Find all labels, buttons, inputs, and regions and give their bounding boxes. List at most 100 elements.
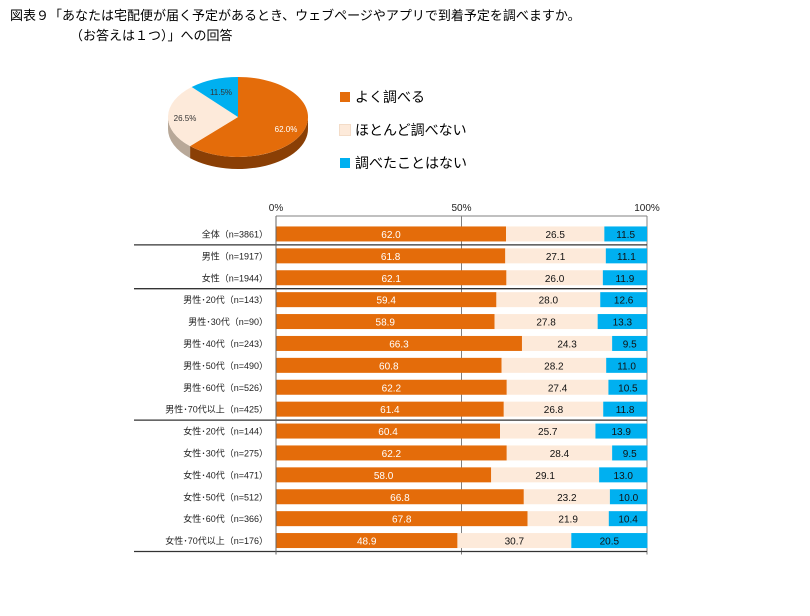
data-label: 11.9 xyxy=(616,274,635,285)
data-label: 25.7 xyxy=(538,427,558,438)
bar-segment xyxy=(597,314,647,330)
bar-segment xyxy=(491,467,600,483)
legend-label-rarely: ほとんど調べない xyxy=(355,121,467,138)
bar-segment xyxy=(494,314,598,330)
data-label: 23.2 xyxy=(557,493,577,504)
x-tick-label: 50% xyxy=(451,203,471,214)
category-label: 男性･30代（n=90） xyxy=(188,316,268,327)
pie-slice-side xyxy=(168,117,191,159)
pie-data-label: 11.5% xyxy=(210,88,232,97)
bar-segment xyxy=(506,445,613,461)
category-label: 女性･70代以上（n=176） xyxy=(165,535,268,546)
bar-segment xyxy=(521,335,613,351)
x-tick-label: 100% xyxy=(634,203,660,214)
bar-segment xyxy=(599,467,648,483)
data-label: 28.2 xyxy=(544,361,564,372)
bar-segment xyxy=(612,445,648,461)
bar-segment xyxy=(276,401,504,417)
category-label: 男性･40代（n=243） xyxy=(183,338,268,349)
bar-segment xyxy=(276,379,507,395)
data-label: 66.3 xyxy=(389,339,409,350)
category-label: 女性･30代（n=275） xyxy=(183,447,268,458)
data-label: 11.5 xyxy=(616,230,635,241)
bar-segment xyxy=(276,511,528,527)
data-label: 29.1 xyxy=(535,471,555,482)
data-label: 62.0 xyxy=(381,230,401,241)
bar-segment xyxy=(276,248,506,264)
data-label: 13.0 xyxy=(614,471,634,482)
data-label: 59.4 xyxy=(376,296,396,307)
data-label: 62.1 xyxy=(381,274,401,285)
bar-segment xyxy=(571,533,648,549)
bar-segment xyxy=(506,270,603,286)
data-label: 27.4 xyxy=(548,383,568,394)
bar-segment xyxy=(500,423,596,439)
category-label: 男性･70代以上（n=425） xyxy=(165,404,268,415)
data-label: 28.4 xyxy=(550,449,570,460)
data-label: 66.8 xyxy=(390,493,410,504)
data-label: 62.2 xyxy=(382,449,402,460)
category-label: 女性･50代（n=512） xyxy=(183,491,268,502)
bar-segment xyxy=(276,226,507,242)
bar-segment xyxy=(603,401,647,417)
legend-item-often: よく調べる xyxy=(340,80,467,113)
data-label: 11.8 xyxy=(616,405,635,416)
data-label: 10.4 xyxy=(618,515,638,526)
bar-segment xyxy=(608,379,648,395)
data-label: 60.4 xyxy=(378,427,398,438)
data-label: 10.5 xyxy=(618,383,638,394)
legend-item-never: 調べたことはない xyxy=(340,146,467,179)
category-label: 全体（n=3861） xyxy=(202,228,268,239)
legend: よく調べる ほとんど調べない 調べたことはない xyxy=(339,80,467,179)
data-label: 20.5 xyxy=(600,537,620,548)
data-label: 10.0 xyxy=(619,493,639,504)
data-label: 26.0 xyxy=(545,274,565,285)
bar-segment xyxy=(276,270,507,286)
legend-swatch-often xyxy=(340,91,350,102)
bar-segment xyxy=(276,314,495,330)
x-tick-label: 0% xyxy=(269,203,284,214)
bar-segment xyxy=(276,423,501,439)
pie-slice-side xyxy=(190,117,308,169)
bar-segment xyxy=(602,270,647,286)
bar-segment xyxy=(457,533,572,549)
pie-slice-often xyxy=(190,77,308,157)
data-label: 60.8 xyxy=(379,361,399,372)
data-label: 27.1 xyxy=(546,252,566,263)
bar-segment xyxy=(612,335,648,351)
data-label: 9.5 xyxy=(623,339,637,350)
pie-slice-never xyxy=(191,77,238,117)
bar-segment xyxy=(503,401,604,417)
data-label: 48.9 xyxy=(357,537,377,548)
data-label: 61.4 xyxy=(380,405,400,416)
pie-data-label: 62.0% xyxy=(275,125,298,134)
bar-segment xyxy=(608,511,648,527)
title-line-2: （お答えは１つ）」への回答 xyxy=(70,28,233,43)
pie-data-label: 26.5% xyxy=(174,114,197,123)
bar-segment xyxy=(276,445,507,461)
bar-segment xyxy=(276,335,522,351)
data-label: 62.2 xyxy=(382,383,402,394)
category-label: 女性･20代（n=144） xyxy=(183,426,268,437)
bar-segment xyxy=(276,292,497,308)
category-label: 女性･60代（n=366） xyxy=(183,513,268,524)
data-label: 58.9 xyxy=(376,318,396,329)
data-label: 26.8 xyxy=(544,405,564,416)
bar-segment xyxy=(523,489,610,505)
bar-segment xyxy=(276,467,492,483)
data-label: 13.9 xyxy=(611,427,631,438)
bar-segment xyxy=(501,357,607,373)
data-label: 9.5 xyxy=(623,449,637,460)
bar-segment xyxy=(506,379,609,395)
category-label: 女性（n=1944） xyxy=(202,272,268,283)
legend-item-rarely: ほとんど調べない xyxy=(339,113,467,146)
legend-swatch-never xyxy=(340,157,350,168)
pie-slice-rarely xyxy=(168,86,238,147)
category-label: 男性（n=1917） xyxy=(202,250,268,261)
data-label: 13.3 xyxy=(613,318,633,329)
data-label: 28.0 xyxy=(539,296,559,307)
bar-segment xyxy=(276,357,502,373)
bar-segment xyxy=(276,533,458,549)
data-label: 27.8 xyxy=(536,318,556,329)
